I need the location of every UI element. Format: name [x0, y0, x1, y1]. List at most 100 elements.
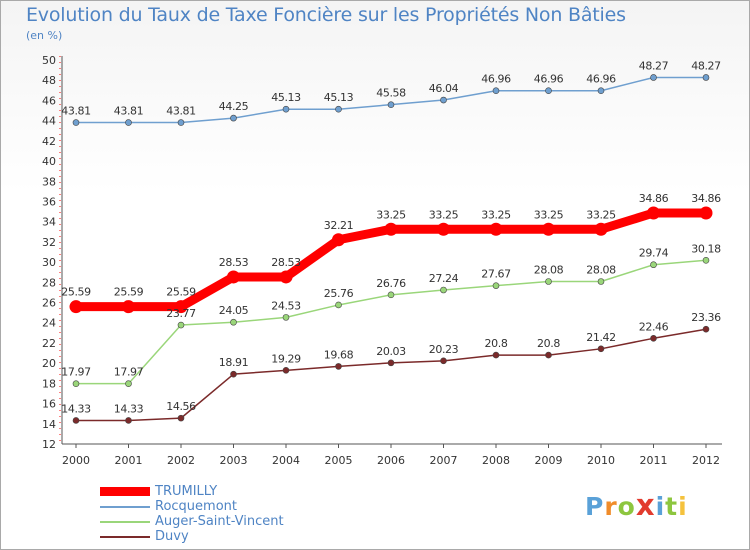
x-tick-label: 2003: [220, 454, 248, 467]
logo-letter: x: [635, 488, 656, 522]
x-tick-label: 2011: [640, 454, 668, 467]
legend-label: Auger-Saint-Vincent: [155, 514, 284, 529]
data-label: 29.74: [639, 247, 669, 260]
x-tick-label: 2000: [62, 454, 90, 467]
data-point: [702, 325, 710, 333]
data-point: [230, 318, 237, 326]
proxiti-logo: Proxiti: [585, 488, 688, 522]
data-point: [699, 206, 713, 220]
y-tick-label: 28: [42, 276, 56, 289]
chart-title: Evolution du Taux de Taxe Foncière sur l…: [26, 4, 626, 26]
data-point: [647, 206, 660, 220]
legend-label: Duvy: [155, 529, 189, 544]
data-point: [440, 286, 447, 294]
data-label: 34.86: [691, 192, 721, 205]
data-point: [125, 417, 132, 424]
data-label: 33.25: [376, 208, 406, 221]
data-label: 46.04: [429, 82, 459, 95]
data-point: [650, 334, 657, 342]
y-tick-label: 36: [42, 195, 56, 208]
y-tick-label: 18: [42, 377, 56, 390]
data-point: [69, 300, 83, 314]
data-label: 17.97: [61, 366, 91, 379]
data-point: [542, 222, 555, 236]
data-point: [492, 87, 500, 95]
legend-swatch: [100, 520, 150, 523]
data-point: [177, 321, 185, 329]
data-label: 27.67: [481, 268, 511, 281]
data-label: 19.29: [271, 352, 301, 365]
data-point: [282, 314, 290, 321]
chart-subtitle: (en %): [26, 29, 63, 42]
y-tick-label: 48: [42, 74, 56, 87]
data-label: 23.77: [166, 307, 196, 320]
logo-letter: P: [585, 492, 605, 521]
x-tick-label: 2002: [167, 454, 195, 467]
x-tick-label: 2004: [272, 454, 300, 467]
data-label: 30.18: [691, 242, 721, 255]
data-label: 45.13: [271, 91, 301, 104]
legend-swatch: [100, 505, 150, 508]
data-point: [177, 414, 185, 422]
data-label: 45.58: [376, 87, 406, 100]
data-label: 28.08: [534, 264, 564, 277]
data-point: [650, 261, 657, 269]
y-tick-label: 26: [42, 297, 56, 310]
data-point: [282, 367, 290, 374]
data-label: 21.42: [586, 331, 616, 344]
logo-letter: r: [604, 492, 618, 521]
logo-letter: o: [617, 492, 636, 521]
y-tick-label: 34: [42, 216, 56, 229]
data-label: 48.27: [639, 59, 669, 72]
data-label: 33.25: [481, 208, 511, 221]
data-point: [650, 74, 657, 81]
y-tick-label: 14: [42, 418, 56, 431]
data-label: 45.13: [324, 91, 354, 104]
data-label: 33.25: [534, 208, 564, 221]
y-tick-label: 16: [42, 398, 56, 411]
data-point: [384, 222, 398, 236]
data-label: 20.8: [537, 337, 560, 350]
data-label: 19.68: [324, 348, 354, 361]
data-point: [440, 357, 447, 365]
data-label: 25.59: [61, 286, 91, 299]
data-label: 22.46: [639, 320, 669, 333]
y-tick-label: 32: [42, 236, 56, 249]
data-point: [72, 380, 80, 387]
data-point: [597, 345, 605, 353]
x-tick-label: 2008: [482, 454, 510, 467]
data-label: 17.97: [114, 366, 144, 379]
data-point: [594, 222, 608, 236]
data-point: [72, 417, 80, 424]
data-label: 33.25: [429, 208, 459, 221]
data-label: 14.33: [61, 402, 91, 415]
data-label: 23.36: [691, 311, 721, 324]
y-tick-label: 44: [42, 115, 56, 128]
data-label: 44.25: [219, 100, 249, 113]
chart-legend: TRUMILLY Rocquemont Auger-Saint-Vincent Duv…: [100, 484, 284, 544]
data-label: 25.59: [114, 286, 144, 299]
data-point: [125, 380, 132, 387]
legend-item: Rocquemont: [100, 499, 284, 514]
data-label: 43.81: [114, 105, 144, 118]
data-label: 20.23: [429, 343, 459, 356]
data-point: [387, 359, 395, 367]
x-tick-label: 2007: [430, 454, 458, 467]
data-point: [489, 222, 503, 236]
data-label: 14.56: [166, 400, 196, 413]
data-point: [230, 114, 237, 122]
x-tick-label: 2005: [325, 454, 353, 467]
data-label: 46.96: [534, 73, 564, 86]
logo-letter: i: [678, 492, 688, 521]
data-point: [597, 87, 605, 95]
data-label: 32.21: [324, 219, 354, 232]
data-point: [177, 119, 185, 126]
y-tick-label: 40: [42, 155, 56, 168]
y-tick-label: 22: [42, 337, 56, 350]
data-point: [335, 301, 342, 309]
data-label: 14.33: [114, 402, 144, 415]
data-point: [597, 278, 605, 285]
legend-label: Rocquemont: [155, 499, 237, 514]
data-point: [174, 300, 188, 314]
